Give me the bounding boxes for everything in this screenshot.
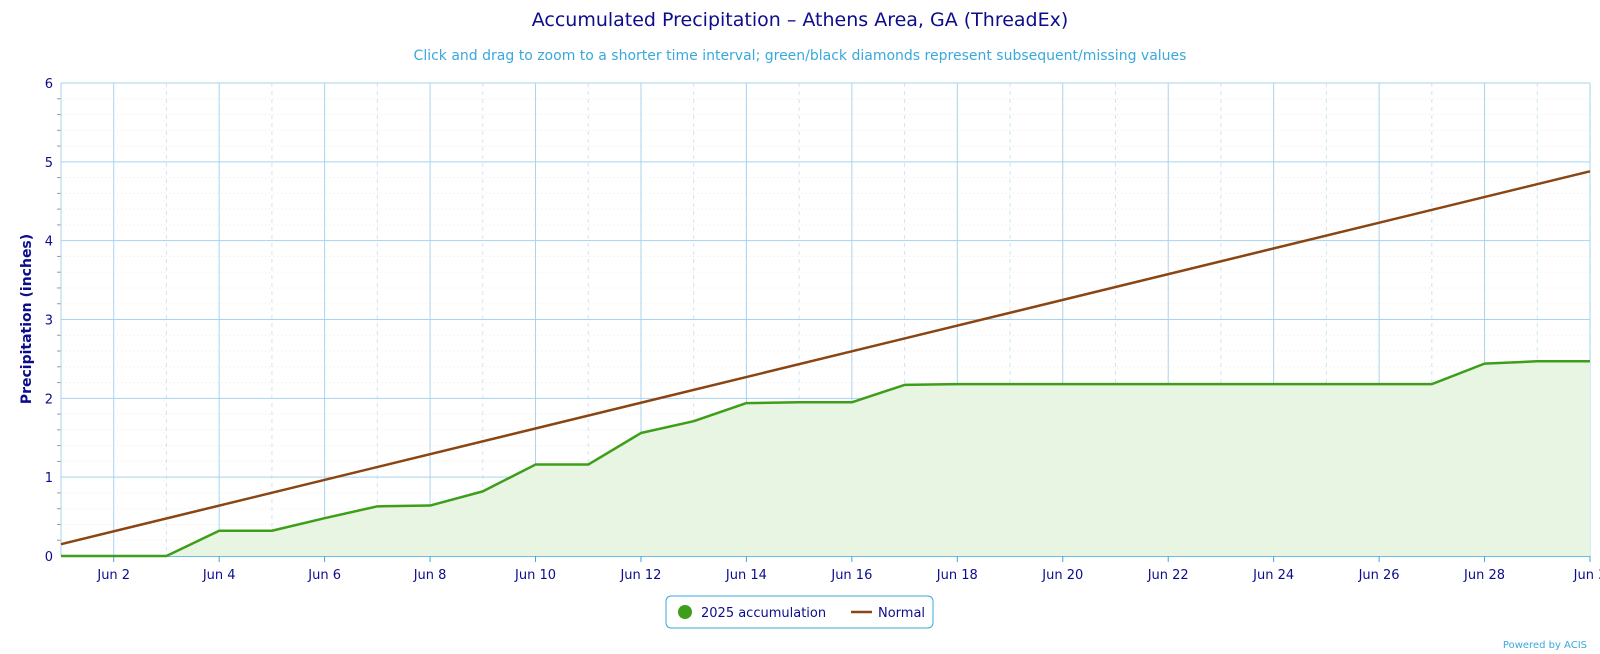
plot-area[interactable]: 0 1 2 3 4 5 6 Jun 2 Jun 4 Jun 6 Jun 8 Jun 10 Jun 12 J… (45, 77, 1600, 583)
x-tick-label: Jun 20 (1041, 568, 1083, 583)
legend-swatch-2025-accumulation (678, 605, 692, 619)
accumulation-point[interactable] (1057, 378, 1069, 390)
accumulation-point[interactable] (582, 459, 594, 471)
accumulation-point[interactable] (160, 550, 172, 562)
accumulation-point[interactable] (1004, 378, 1016, 390)
accumulation-point[interactable] (1531, 355, 1543, 367)
x-tick-label: Jun 26 (1358, 568, 1400, 583)
accumulation-point[interactable] (1479, 358, 1491, 370)
accumulation-point[interactable] (740, 397, 752, 409)
y-tick-label: 1 (45, 471, 53, 486)
x-tick-label: Jun 8 (413, 568, 447, 583)
accumulation-point[interactable] (688, 415, 700, 427)
y-tick-label: 2 (45, 392, 53, 407)
legend-label-normal[interactable]: Normal (878, 606, 925, 621)
accumulation-point[interactable] (635, 427, 647, 439)
accumulation-point[interactable] (213, 525, 225, 537)
accumulation-area-fill (61, 361, 1590, 556)
accumulation-point[interactable] (1109, 378, 1121, 390)
accumulation-point[interactable] (899, 379, 911, 391)
accumulation-point[interactable] (266, 525, 278, 537)
x-tick-label: Jun 2 (96, 568, 130, 583)
accumulation-point[interactable] (1162, 378, 1174, 390)
y-tick-label: 4 (45, 235, 53, 250)
x-tick-label: Jun 16 (830, 568, 872, 583)
y-tick-label: 5 (45, 156, 53, 171)
x-tick-label: Jun 22 (1147, 568, 1189, 583)
y-tick-label: 6 (45, 77, 53, 92)
chart-subtitle: Click and drag to zoom to a shorter time… (414, 48, 1187, 64)
accumulation-line[interactable] (61, 360, 1590, 558)
accumulation-point[interactable] (1426, 378, 1438, 390)
powered-by-credit[interactable]: Powered by ACIS (1503, 640, 1587, 651)
y-tick-label: 3 (45, 314, 53, 329)
x-tick-label: Jun 18 (936, 568, 978, 583)
accumulation-point[interactable] (793, 396, 805, 408)
x-tick-label: Jun 28 (1463, 568, 1505, 583)
accumulation-point[interactable] (319, 512, 331, 524)
accumulation-point[interactable] (55, 550, 67, 562)
legend: 2025 accumulation Normal (665, 595, 934, 629)
normal-line[interactable] (60, 170, 1591, 546)
x-tick-label: Jun 4 (202, 568, 236, 583)
accumulation-point[interactable] (1373, 378, 1385, 390)
accumulation-point[interactable] (477, 485, 489, 497)
chart-title: Accumulated Precipitation – Athens Area,… (532, 9, 1069, 31)
accumulation-point[interactable] (846, 396, 858, 408)
legend-label-2025-accumulation[interactable]: 2025 accumulation (701, 606, 826, 621)
y-axis-label: Precipitation (inches) (19, 234, 35, 404)
x-tick-label: Jun 3 (1573, 568, 1600, 583)
y-tick-label: 0 (45, 550, 53, 565)
accumulation-point[interactable] (371, 500, 383, 512)
accumulation-point[interactable] (1268, 378, 1280, 390)
accumulation-point[interactable] (530, 459, 542, 471)
x-tick-label: Jun 14 (725, 568, 767, 583)
accumulation-point[interactable] (1320, 378, 1332, 390)
accumulation-point[interactable] (424, 500, 436, 512)
accumulation-point[interactable] (1584, 355, 1596, 367)
accumulation-point[interactable] (108, 550, 120, 562)
accumulation-point[interactable] (951, 378, 963, 390)
x-tick-label: Jun 12 (619, 568, 661, 583)
accumulation-point[interactable] (1215, 378, 1227, 390)
legend-box (665, 595, 934, 629)
x-tick-label: Jun 10 (514, 568, 556, 583)
x-tick-label: Jun 6 (307, 568, 341, 583)
x-tick-label: Jun 24 (1252, 568, 1294, 583)
